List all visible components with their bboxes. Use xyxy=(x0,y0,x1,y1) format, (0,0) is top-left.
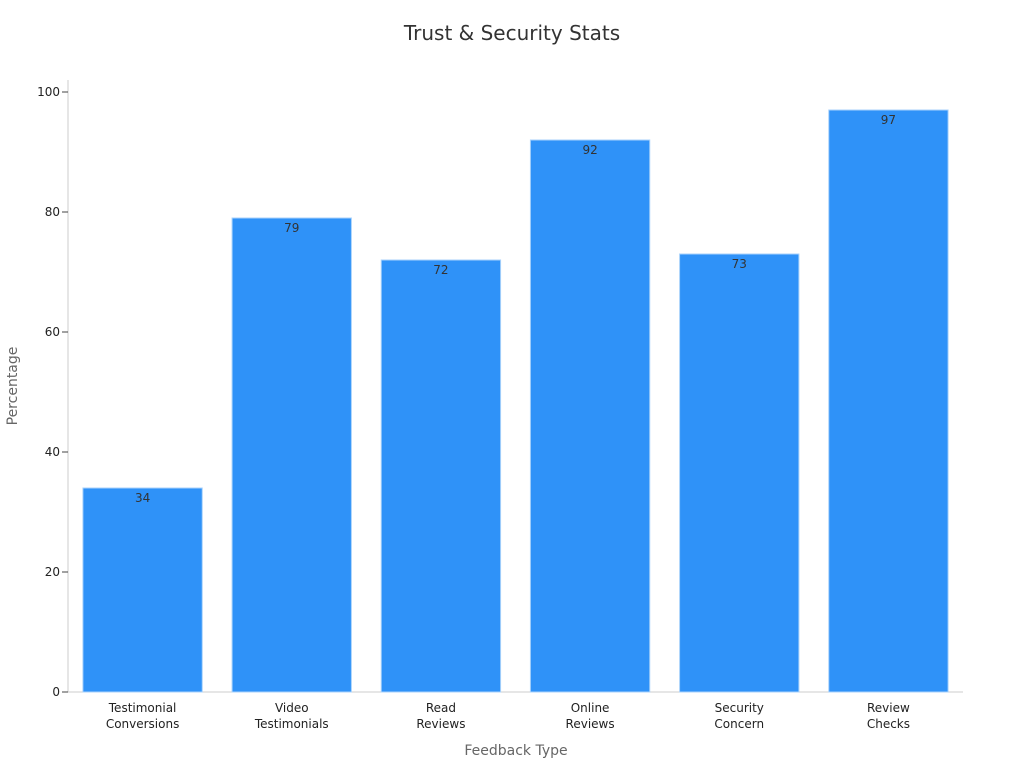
x-tick-label-line: Testimonial xyxy=(108,701,177,715)
x-tick-label: Security Concern xyxy=(714,701,764,731)
bar xyxy=(828,109,949,693)
y-tick-label: 0 xyxy=(52,685,60,699)
x-tick-label: Review Checks xyxy=(867,701,910,731)
x-tick-label-line: Read xyxy=(426,701,456,715)
y-axis-label: Percentage xyxy=(5,347,21,426)
x-tick-label-line: Online xyxy=(571,701,610,715)
x-tick-label: Online Reviews xyxy=(566,701,615,731)
bar xyxy=(529,139,651,693)
x-tick-label-line: Checks xyxy=(867,717,910,731)
x-tick-label: Testimonial Conversions xyxy=(106,701,180,731)
bar xyxy=(82,487,203,693)
plot-area: 0 20 40 60 80 100 34 Testimonial Conversions 79 Vi… xyxy=(37,80,963,731)
bar xyxy=(679,253,800,693)
x-tick-label-line: Testimonials xyxy=(254,717,329,731)
x-tick-label-line: Security xyxy=(715,701,764,715)
y-tick-label: 60 xyxy=(45,325,60,339)
x-tick-label: Read Reviews xyxy=(416,701,465,731)
x-tick-label-line: Video xyxy=(275,701,309,715)
bar xyxy=(231,217,352,693)
x-tick-label-line: Reviews xyxy=(416,717,465,731)
chart-title: Trust & Security Stats xyxy=(403,21,620,45)
bar-value-label: 73 xyxy=(732,257,747,271)
y-tick-label: 40 xyxy=(45,445,60,459)
bar xyxy=(380,259,502,693)
bar-value-label: 79 xyxy=(284,221,299,235)
bar-value-label: 34 xyxy=(135,491,150,505)
y-tick-label: 100 xyxy=(37,85,60,99)
bar-value-label: 92 xyxy=(582,143,597,157)
bar-value-label: 72 xyxy=(433,263,448,277)
x-axis-label: Feedback Type xyxy=(464,743,567,759)
x-tick-label-line: Conversions xyxy=(106,717,180,731)
x-tick-label-line: Review xyxy=(867,701,910,715)
y-tick-label: 80 xyxy=(45,205,60,219)
bar-value-label: 97 xyxy=(881,113,896,127)
x-tick-label-line: Concern xyxy=(714,717,764,731)
x-tick-label: Video Testimonials xyxy=(254,701,329,731)
x-tick-label-line: Reviews xyxy=(566,717,615,731)
y-tick-label: 20 xyxy=(45,565,60,579)
